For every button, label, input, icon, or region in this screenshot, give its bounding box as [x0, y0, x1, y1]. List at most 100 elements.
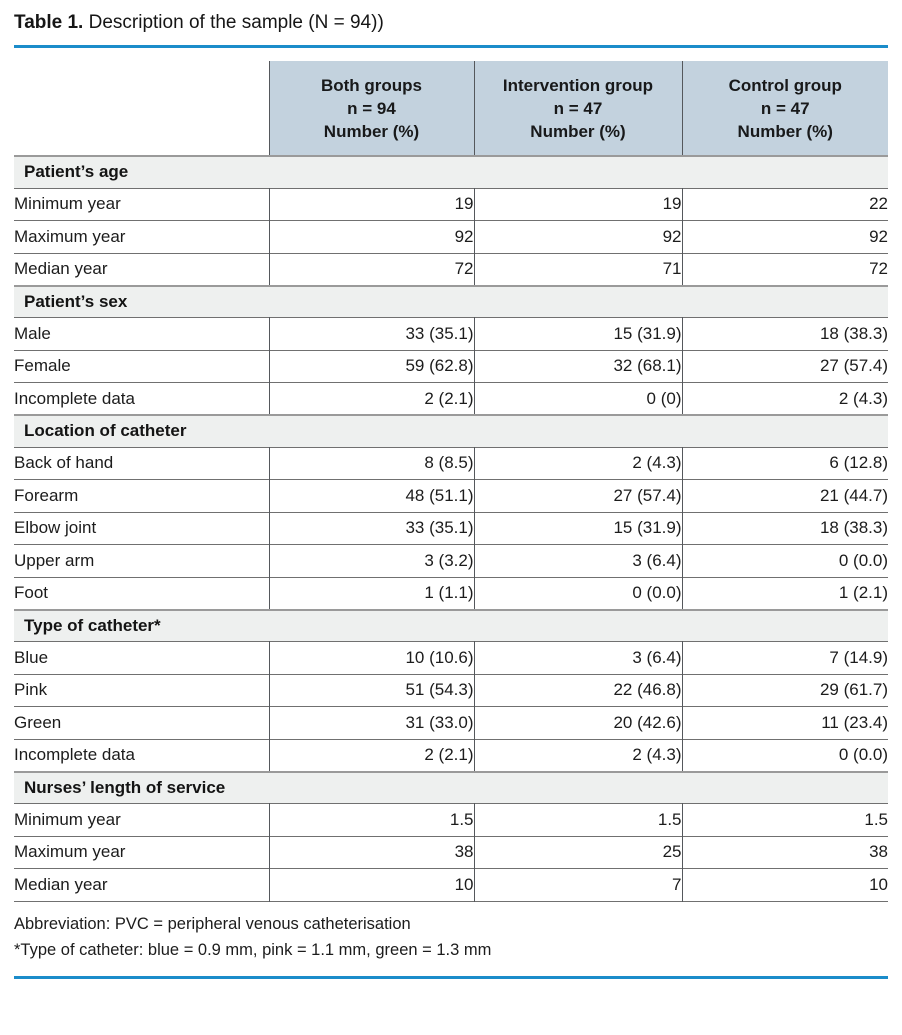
cell-value: 2 (2.1) — [268, 739, 474, 772]
row-label: Median year — [14, 868, 269, 901]
row-label: Incomplete data — [14, 739, 269, 772]
cell-value: 71 — [473, 253, 682, 286]
column-header-title: Control group — [728, 75, 842, 95]
row-label: Elbow joint — [14, 512, 269, 545]
table-row: Back of hand 8 (8.5) 2 (4.3) 6 (12.8) — [14, 447, 888, 480]
cell-value: 3 (6.4) — [473, 544, 682, 577]
table-body: Both groups n = 94 Number (%) Interventi… — [14, 61, 888, 901]
table-row: Elbow joint 33 (35.1) 15 (31.9) 18 (38.3) — [14, 512, 888, 545]
table-row: Maximum year 92 92 92 — [14, 220, 888, 253]
table-title: Table 1. Description of the sample (N = … — [14, 11, 888, 35]
section-header-row: Patient’s sex — [14, 285, 888, 318]
row-label: Maximum year — [14, 220, 269, 253]
row-label: Green — [14, 706, 269, 739]
footnote-abbreviation: Abbreviation: PVC = peripheral venous ca… — [14, 914, 411, 933]
column-header-n: n = 47 — [760, 98, 810, 118]
footnote-catheter-types: *Type of catheter: blue = 0.9 mm, pink =… — [14, 940, 492, 959]
cell-value: 92 — [268, 220, 474, 253]
cell-value: 22 — [681, 188, 888, 221]
cell-value: 2 (4.3) — [681, 382, 888, 415]
cell-value: 7 (14.9) — [681, 641, 888, 674]
cell-value: 72 — [268, 253, 474, 286]
table-row: Upper arm 3 (3.2) 3 (6.4) 0 (0.0) — [14, 544, 888, 577]
table-row: Median year 10 7 10 — [14, 868, 888, 901]
row-label: Incomplete data — [14, 382, 269, 415]
row-label: Median year — [14, 253, 269, 286]
table-header-row: Both groups n = 94 Number (%) Interventi… — [14, 61, 888, 156]
cell-value: 10 (10.6) — [268, 641, 474, 674]
cell-value: 11 (23.4) — [681, 706, 888, 739]
cell-value: 48 (51.1) — [268, 479, 474, 512]
cell-value: 18 (38.3) — [681, 317, 888, 350]
table-row: Minimum year 1.5 1.5 1.5 — [14, 803, 888, 836]
column-header-title: Intervention group — [502, 75, 654, 95]
table-row: Maximum year 38 25 38 — [14, 836, 888, 869]
column-header-intervention-group: Intervention group n = 47 Number (%) — [473, 61, 682, 156]
table-row: Median year 72 71 72 — [14, 253, 888, 286]
row-label: Minimum year — [14, 803, 269, 836]
column-header-title: Both groups — [320, 75, 423, 95]
column-header-control-group: Control group n = 47 Number (%) — [681, 61, 888, 156]
cell-value: 27 (57.4) — [473, 479, 682, 512]
cell-value: 2 (4.3) — [473, 739, 682, 772]
cell-value: 29 (61.7) — [681, 674, 888, 707]
section-header-row: Location of catheter — [14, 415, 888, 447]
column-header-unit: Number (%) — [737, 121, 833, 141]
row-label: Upper arm — [14, 544, 269, 577]
cell-value: 15 (31.9) — [473, 512, 682, 545]
cell-value: 19 — [473, 188, 682, 221]
section-header-row: Patient’s age — [14, 156, 888, 188]
section-header-row: Type of catheter* — [14, 609, 888, 642]
row-label: Back of hand — [14, 447, 269, 480]
cell-value: 15 (31.9) — [473, 317, 682, 350]
cell-value: 0 (0.0) — [473, 577, 682, 610]
cell-value: 6 (12.8) — [681, 447, 888, 480]
cell-value: 27 (57.4) — [681, 350, 888, 383]
cell-value: 59 (62.8) — [268, 350, 474, 383]
cell-value: 33 (35.1) — [268, 317, 474, 350]
cell-value: 19 — [268, 188, 474, 221]
column-header-both-groups: Both groups n = 94 Number (%) — [268, 61, 474, 156]
cell-value: 1.5 — [681, 803, 888, 836]
footnotes: Abbreviation: PVC = peripheral venous ca… — [14, 911, 888, 963]
bottom-accent-rule — [14, 975, 888, 979]
corner-cell — [14, 61, 269, 156]
cell-value: 25 — [473, 836, 682, 869]
sample-description-table: Both groups n = 94 Number (%) Interventi… — [14, 61, 888, 902]
row-label: Male — [14, 317, 269, 350]
cell-value: 0 (0.0) — [681, 544, 888, 577]
cell-value: 33 (35.1) — [268, 512, 474, 545]
cell-value: 10 — [681, 868, 888, 901]
row-label: Pink — [14, 674, 269, 707]
cell-value: 72 — [681, 253, 888, 286]
table-title-text: Description of the sample (N = 94)) — [83, 12, 384, 33]
section-header-row: Nurses’ length of service — [14, 771, 888, 804]
cell-value: 2 (2.1) — [268, 382, 474, 415]
table-row: Incomplete data 2 (2.1) 2 (4.3) 0 (0.0) — [14, 739, 888, 772]
cell-value: 21 (44.7) — [681, 479, 888, 512]
cell-value: 1.5 — [473, 803, 682, 836]
table-row: Minimum year 19 19 22 — [14, 188, 888, 221]
cell-value: 1.5 — [268, 803, 474, 836]
cell-value: 31 (33.0) — [268, 706, 474, 739]
row-label: Minimum year — [14, 188, 269, 221]
cell-value: 18 (38.3) — [681, 512, 888, 545]
cell-value: 0 (0) — [473, 382, 682, 415]
cell-value: 3 (3.2) — [268, 544, 474, 577]
table-title-label: Table 1. — [14, 12, 84, 33]
row-label: Forearm — [14, 479, 269, 512]
cell-value: 8 (8.5) — [268, 447, 474, 480]
table-row: Pink 51 (54.3) 22 (46.8) 29 (61.7) — [14, 674, 888, 707]
row-label: Maximum year — [14, 836, 269, 869]
cell-value: 7 — [473, 868, 682, 901]
cell-value: 10 — [268, 868, 474, 901]
table-row: Forearm 48 (51.1) 27 (57.4) 21 (44.7) — [14, 479, 888, 512]
table-row: Male 33 (35.1) 15 (31.9) 18 (38.3) — [14, 317, 888, 350]
cell-value: 20 (42.6) — [473, 706, 682, 739]
section-label: Location of catheter — [14, 415, 888, 447]
cell-value: 1 (2.1) — [681, 577, 888, 610]
table-row: Green 31 (33.0) 20 (42.6) 11 (23.4) — [14, 706, 888, 739]
cell-value: 51 (54.3) — [268, 674, 474, 707]
cell-value: 2 (4.3) — [473, 447, 682, 480]
row-label: Blue — [14, 641, 269, 674]
